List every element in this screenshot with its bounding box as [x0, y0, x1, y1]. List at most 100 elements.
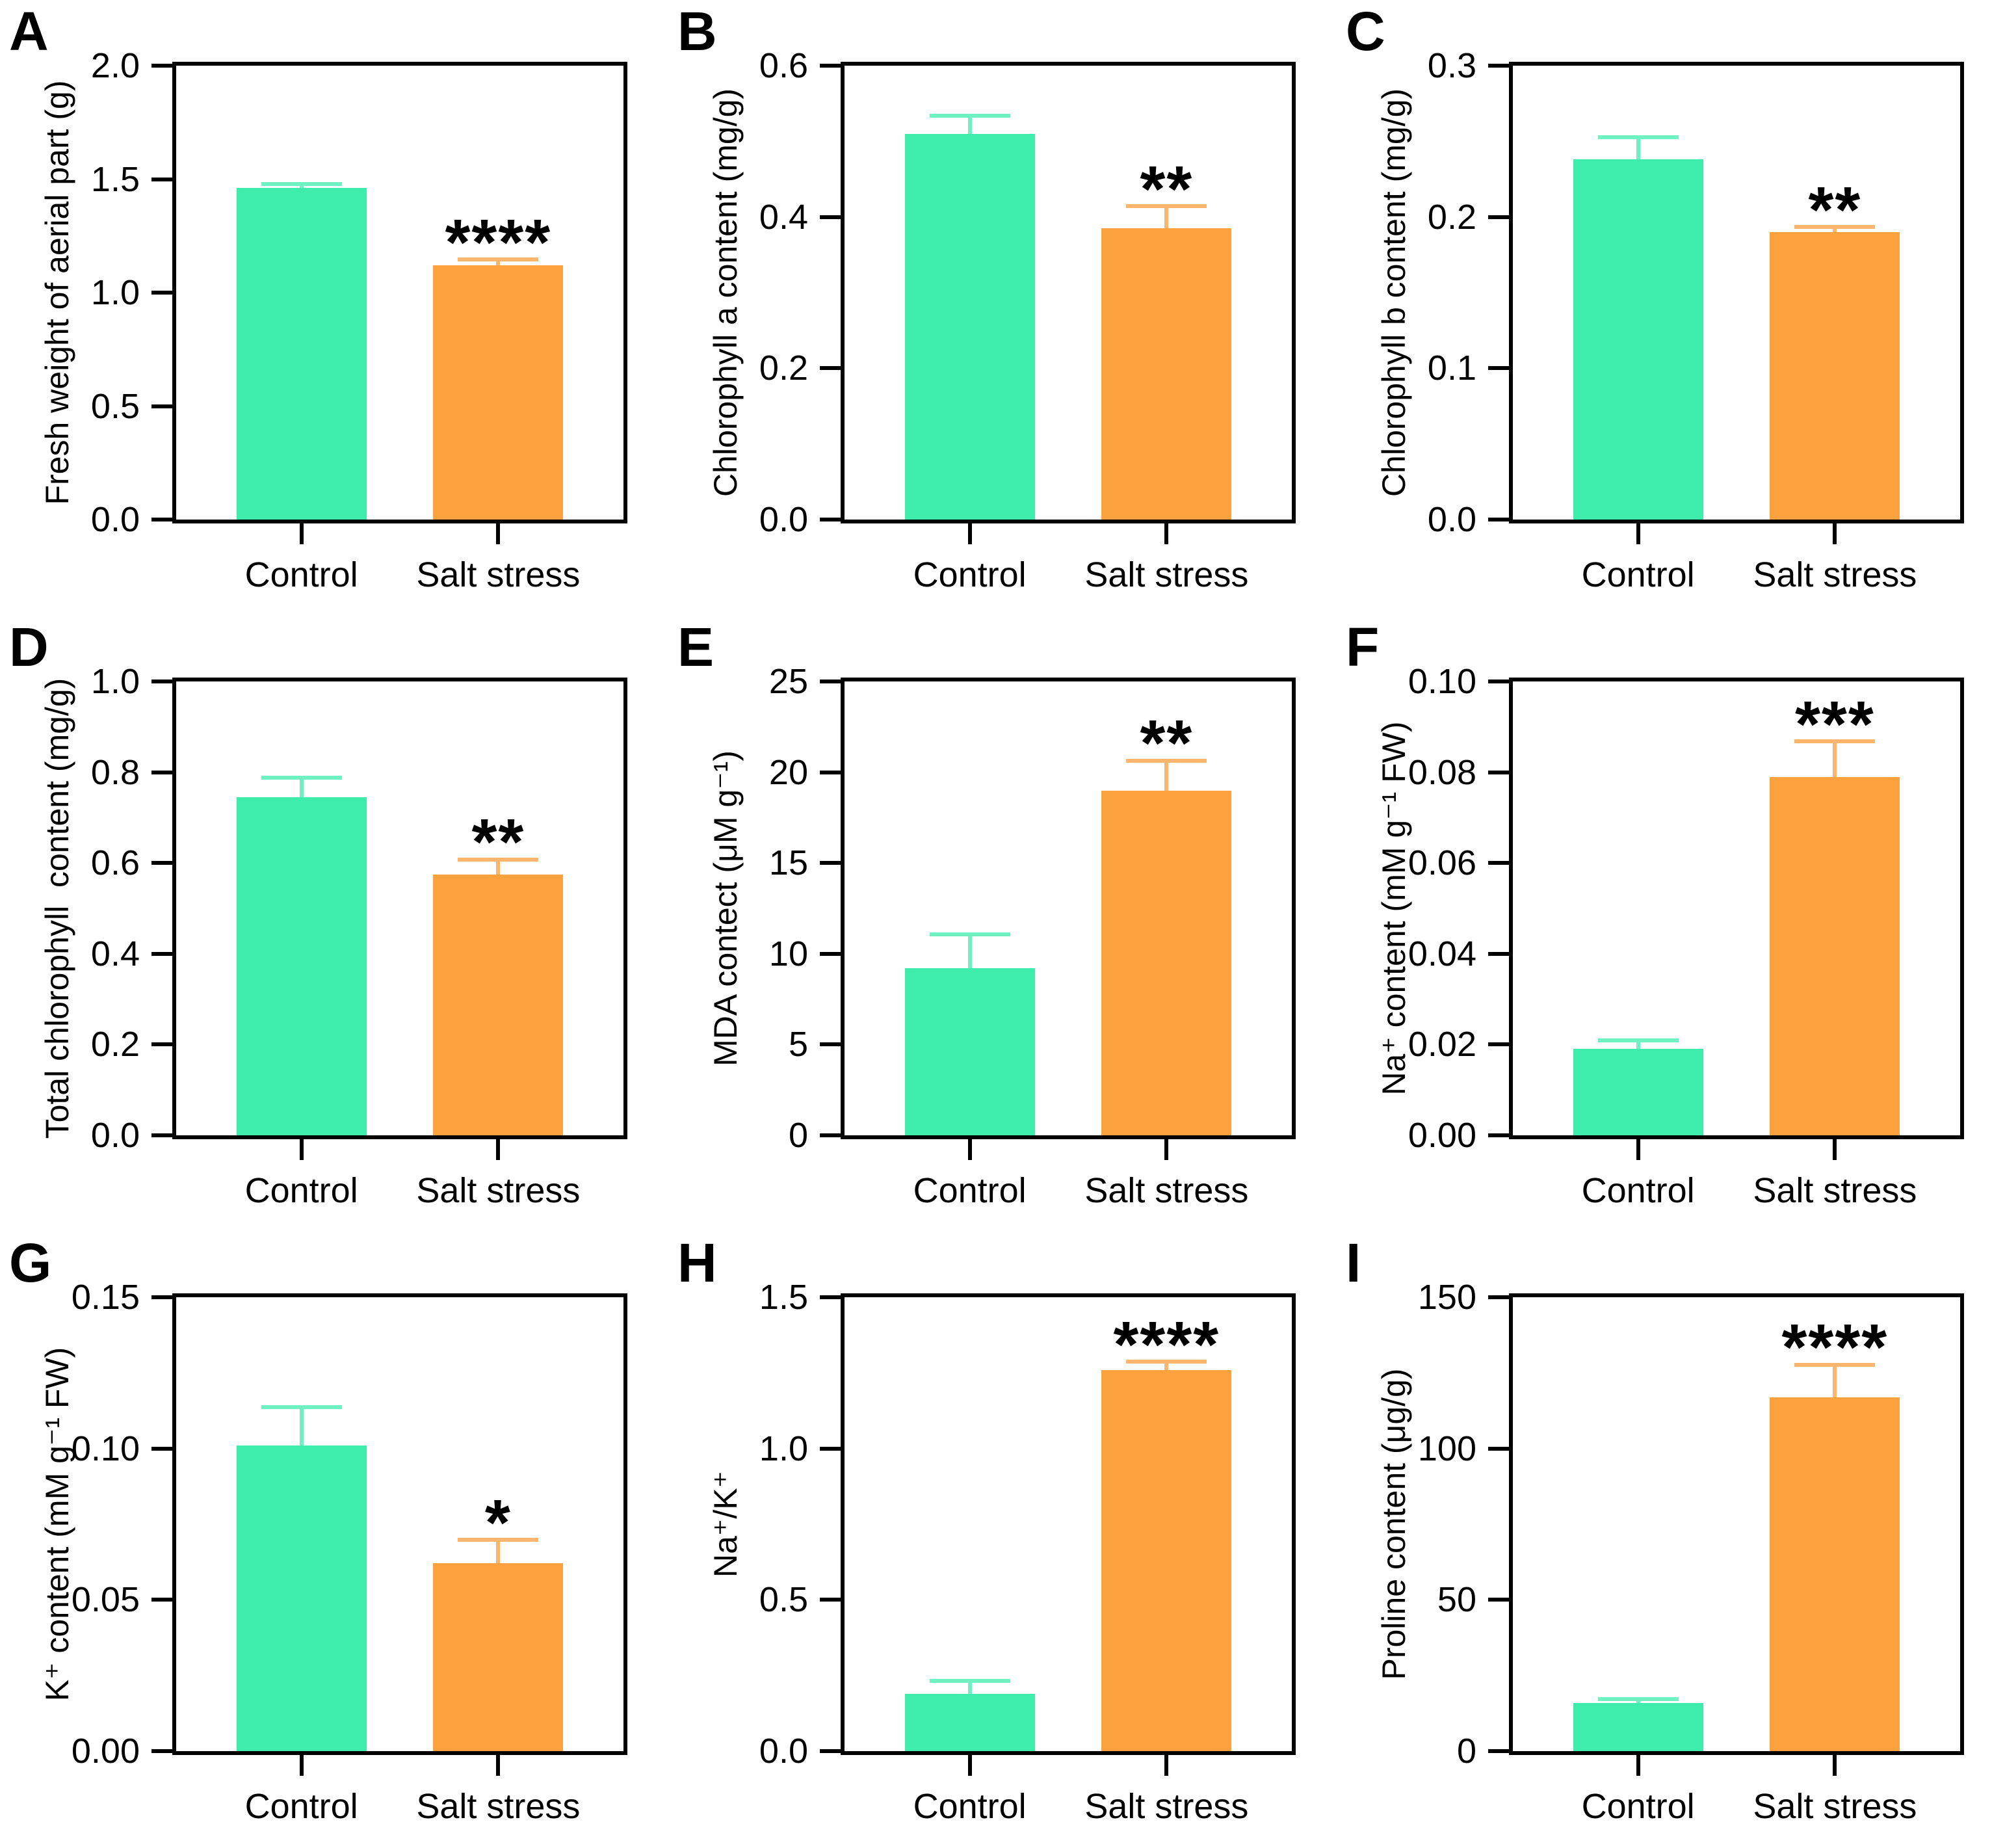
y-tick-mark	[1488, 518, 1509, 521]
x-category-label-salt-stress: Salt stress	[416, 1787, 581, 1826]
y-tick-label: 0.08	[1408, 752, 1476, 792]
y-axis-title: Total chlorophyll content (mg/g)	[39, 678, 75, 1139]
x-tick-mark	[299, 523, 304, 544]
plot-area	[151, 678, 627, 1139]
panel-letter-f: F	[1346, 616, 1380, 678]
y-tick-mark	[151, 177, 172, 181]
y-tick-mark	[1488, 1446, 1509, 1451]
x-category-label-salt-stress: Salt stress	[1753, 1787, 1917, 1826]
y-tick-label: 0.00	[71, 1732, 140, 1771]
error-bar-cap-salt-stress	[1126, 759, 1207, 763]
bar-control	[1573, 159, 1703, 520]
error-bar-cap-control	[261, 1405, 342, 1409]
y-tick-mark	[820, 1295, 841, 1299]
significance-stars: ****	[1113, 1308, 1220, 1381]
error-bar-cap-control	[929, 1679, 1010, 1683]
x-tick-mark	[1833, 1755, 1837, 1776]
plot-area	[1488, 678, 1964, 1139]
error-bar-stem-control	[1636, 1040, 1640, 1050]
panel-g: G K⁺ content (mM g⁻¹ FW) 0.00 0.05 0.10 0.15 C…	[0, 1232, 668, 1848]
x-category-label-salt-stress: Salt stress	[416, 555, 581, 594]
y-tick-mark	[151, 291, 172, 295]
panel-e: E MDA contect (μM g⁻¹) 0 5 10 15 20 25 Control Sa…	[668, 616, 1337, 1232]
y-tick-mark	[151, 518, 172, 521]
y-tick-mark	[151, 1446, 172, 1451]
x-tick-mark	[1164, 1755, 1169, 1776]
bar-control	[904, 134, 1035, 520]
x-tick-mark	[496, 523, 501, 544]
y-tick-label: 0.0	[1427, 500, 1476, 539]
y-tick-label: 0.5	[90, 386, 140, 426]
bar-control	[1573, 1049, 1703, 1135]
y-tick-mark	[151, 951, 172, 956]
error-bar-stem-salt-stress	[1833, 741, 1837, 778]
y-tick-label: 0.1	[1427, 349, 1476, 388]
y-tick-label: 0.05	[71, 1580, 140, 1620]
significance-stars: ****	[445, 205, 552, 279]
y-tick-mark	[820, 951, 841, 956]
y-tick-mark	[820, 1598, 841, 1602]
x-tick-mark	[967, 1139, 972, 1160]
bar-control	[236, 797, 367, 1135]
y-tick-label: 0.06	[1408, 843, 1476, 883]
x-tick-mark	[1636, 523, 1640, 544]
x-tick-mark	[1636, 1139, 1640, 1160]
error-bar-cap-salt-stress	[458, 1538, 539, 1542]
error-bar-cap-control	[929, 932, 1010, 936]
y-tick-label: 0.0	[759, 500, 808, 539]
y-tick-mark	[820, 1133, 841, 1137]
x-tick-mark	[1164, 1139, 1169, 1160]
panel-letter-e: E	[677, 616, 714, 678]
y-tick-mark	[151, 1295, 172, 1299]
bar-salt-stress	[1770, 777, 1900, 1135]
plot-area	[820, 62, 1296, 523]
y-tick-mark	[151, 1749, 172, 1753]
y-tick-label: 1.5	[90, 159, 140, 199]
y-tick-label: 50	[1437, 1580, 1476, 1620]
y-tick-label: 25	[768, 662, 808, 701]
y-axis-title: Na⁺ content (mM g⁻¹ FW)	[1376, 721, 1412, 1096]
y-tick-mark	[1488, 1042, 1509, 1047]
error-bar-stem-control	[1636, 1698, 1640, 1704]
y-tick-mark	[151, 1133, 172, 1137]
y-tick-label: 0.10	[71, 1429, 140, 1468]
x-tick-mark	[1164, 523, 1169, 544]
y-tick-label: 100	[1417, 1429, 1476, 1468]
error-bar-stem-control	[967, 934, 972, 970]
y-tick-mark	[151, 861, 172, 865]
y-tick-mark	[151, 680, 172, 683]
y-tick-label: 1.0	[90, 273, 140, 312]
error-bar-cap-salt-stress	[1794, 225, 1876, 229]
error-bar-cap-salt-stress	[458, 257, 539, 261]
significance-stars: **	[1808, 173, 1862, 246]
y-tick-label: 0.15	[71, 1278, 140, 1317]
y-tick-label: 0.3	[1427, 46, 1476, 85]
x-tick-mark	[496, 1755, 501, 1776]
x-category-label-salt-stress: Salt stress	[1084, 555, 1249, 594]
panel-h: H Na⁺/K⁺ 0.0 0.5 1.0 1.5 Control Salt stress ***…	[668, 1232, 1337, 1848]
bar-control	[236, 188, 367, 520]
error-bar-stem-control	[299, 777, 304, 799]
y-axis-title: Proline content (μg/g)	[1376, 1368, 1412, 1680]
plot-area	[1488, 1293, 1964, 1755]
error-bar-cap-salt-stress	[1126, 204, 1207, 208]
error-bar-cap-salt-stress	[1794, 1363, 1876, 1367]
y-tick-label: 0.2	[1427, 197, 1476, 237]
y-axis-title: Chlorophyll b content (mg/g)	[1376, 88, 1412, 497]
y-tick-mark	[1488, 215, 1509, 219]
y-tick-label: 150	[1417, 1278, 1476, 1317]
panel-d: D Total chlorophyll content (mg/g) 0.0 0.2 0…	[0, 616, 668, 1232]
x-tick-mark	[1833, 1139, 1837, 1160]
error-bar-stem-control	[299, 1406, 304, 1447]
bar-salt-stress	[1770, 1397, 1900, 1751]
x-category-label-control: Control	[913, 555, 1027, 594]
error-bar-stem-salt-stress	[1164, 760, 1169, 792]
y-tick-label: 0.5	[759, 1580, 808, 1620]
significance-stars: *	[484, 1486, 512, 1560]
panel-letter-g: G	[9, 1232, 52, 1293]
error-bar-cap-control	[1597, 1038, 1679, 1042]
x-tick-mark	[967, 1755, 972, 1776]
y-tick-mark	[820, 215, 841, 219]
y-tick-label: 0.02	[1408, 1025, 1476, 1064]
y-tick-label: 0.00	[1408, 1116, 1476, 1155]
